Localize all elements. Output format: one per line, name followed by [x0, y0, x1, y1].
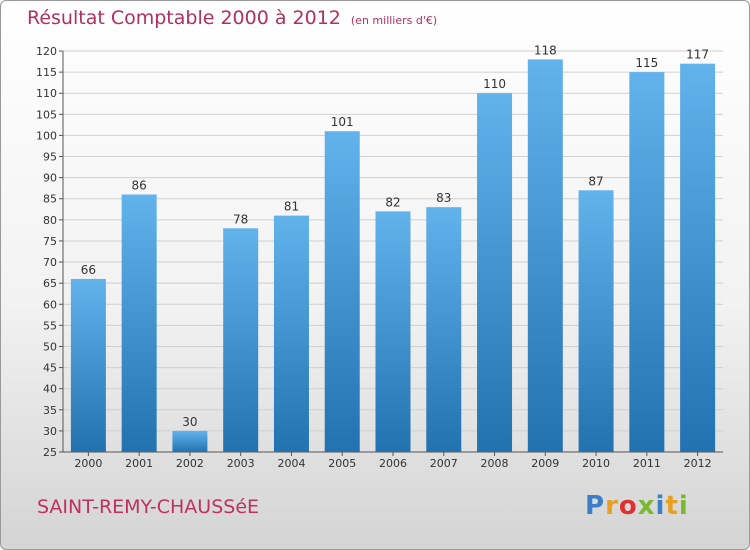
x-tick-label: 2001 — [125, 457, 153, 470]
y-tick-label: 90 — [43, 172, 57, 185]
y-tick-label: 100 — [36, 129, 57, 142]
logo-letter: t — [665, 491, 679, 521]
y-tick-label: 40 — [43, 383, 57, 396]
y-tick-label: 70 — [43, 256, 57, 269]
x-tick-label: 2007 — [430, 457, 458, 470]
data-label: 117 — [686, 48, 709, 62]
y-tick-label: 85 — [43, 193, 57, 206]
logo-letter: o — [618, 491, 638, 521]
x-tick-label: 2003 — [227, 457, 255, 470]
x-tick-label: 2005 — [328, 457, 356, 470]
city-name: SAINT-REMY-CHAUSSéE — [37, 496, 260, 518]
x-tick-label: 2012 — [684, 457, 712, 470]
x-tick-label: 2002 — [176, 457, 204, 470]
x-tick-label: 2011 — [633, 457, 661, 470]
y-tick-label: 65 — [43, 277, 57, 290]
bar — [477, 93, 513, 453]
bar — [375, 211, 411, 452]
data-label: 87 — [588, 174, 603, 188]
bar — [172, 430, 208, 452]
bar — [629, 72, 665, 453]
y-tick-label: 35 — [43, 404, 57, 417]
bar — [70, 278, 106, 452]
x-tick-label: 2000 — [74, 457, 102, 470]
bar — [223, 228, 259, 452]
x-tick-label: 2010 — [582, 457, 610, 470]
y-tick-label: 115 — [36, 66, 57, 79]
bar — [324, 131, 360, 452]
y-tick-label: 45 — [43, 362, 57, 375]
x-tick-label: 2009 — [531, 457, 559, 470]
data-label: 110 — [483, 77, 506, 91]
x-axis: 2000 2001 2002 2003 2004 2005 2006 2007 2008 2009… — [63, 451, 723, 470]
chart-title-text: Résultat Comptable 2000 à 2012 — [27, 7, 341, 29]
bars — [70, 59, 716, 453]
data-label: 118 — [534, 43, 557, 57]
y-tick-label: 120 — [36, 45, 57, 58]
y-tick-label: 80 — [43, 214, 57, 227]
logo-letter: r — [605, 491, 619, 521]
x-tick-label: 2006 — [379, 457, 407, 470]
y-tick-label: 110 — [36, 87, 57, 100]
y-tick-label: 95 — [43, 151, 57, 164]
bar — [578, 190, 614, 452]
bar — [527, 59, 563, 452]
proxiti-logo: Proxiti — [585, 491, 689, 521]
logo-letter: x — [637, 491, 656, 521]
y-tick-label: 75 — [43, 235, 57, 248]
chart-title: Résultat Comptable 2000 à 2012 (en millie… — [27, 7, 437, 29]
data-label: 83 — [436, 191, 451, 205]
x-tick-label: 2008 — [481, 457, 509, 470]
bar — [273, 215, 309, 452]
logo-letter: i — [678, 491, 689, 521]
y-axis: 25 30 35 40 45 50 55 60 65 70 75 80 85 90 95 100 105 110 1… — [36, 45, 64, 459]
y-tick-label: 60 — [43, 298, 57, 311]
data-label: 30 — [182, 415, 197, 429]
y-tick-label: 55 — [43, 319, 57, 332]
data-label: 101 — [331, 115, 354, 129]
bar — [426, 207, 462, 452]
data-label: 78 — [233, 212, 248, 226]
logo-letter: P — [585, 491, 606, 521]
y-tick-label: 30 — [43, 425, 57, 438]
x-tick-label: 2004 — [277, 457, 305, 470]
y-tick-label: 105 — [36, 108, 57, 121]
data-label: 115 — [635, 56, 658, 70]
bar — [680, 63, 716, 453]
bar — [121, 194, 157, 452]
logo-letter: i — [655, 491, 666, 521]
y-tick-label: 50 — [43, 340, 57, 353]
chart-subtitle: (en milliers d'€) — [350, 14, 438, 27]
data-label: 82 — [385, 195, 400, 209]
data-label: 66 — [81, 263, 96, 277]
y-tick-label: 25 — [43, 446, 57, 459]
data-labels: 66 86 30 78 81 101 82 83 110 118 87 115 117 — [81, 43, 709, 428]
data-label: 81 — [284, 200, 299, 214]
data-label: 86 — [132, 179, 147, 193]
